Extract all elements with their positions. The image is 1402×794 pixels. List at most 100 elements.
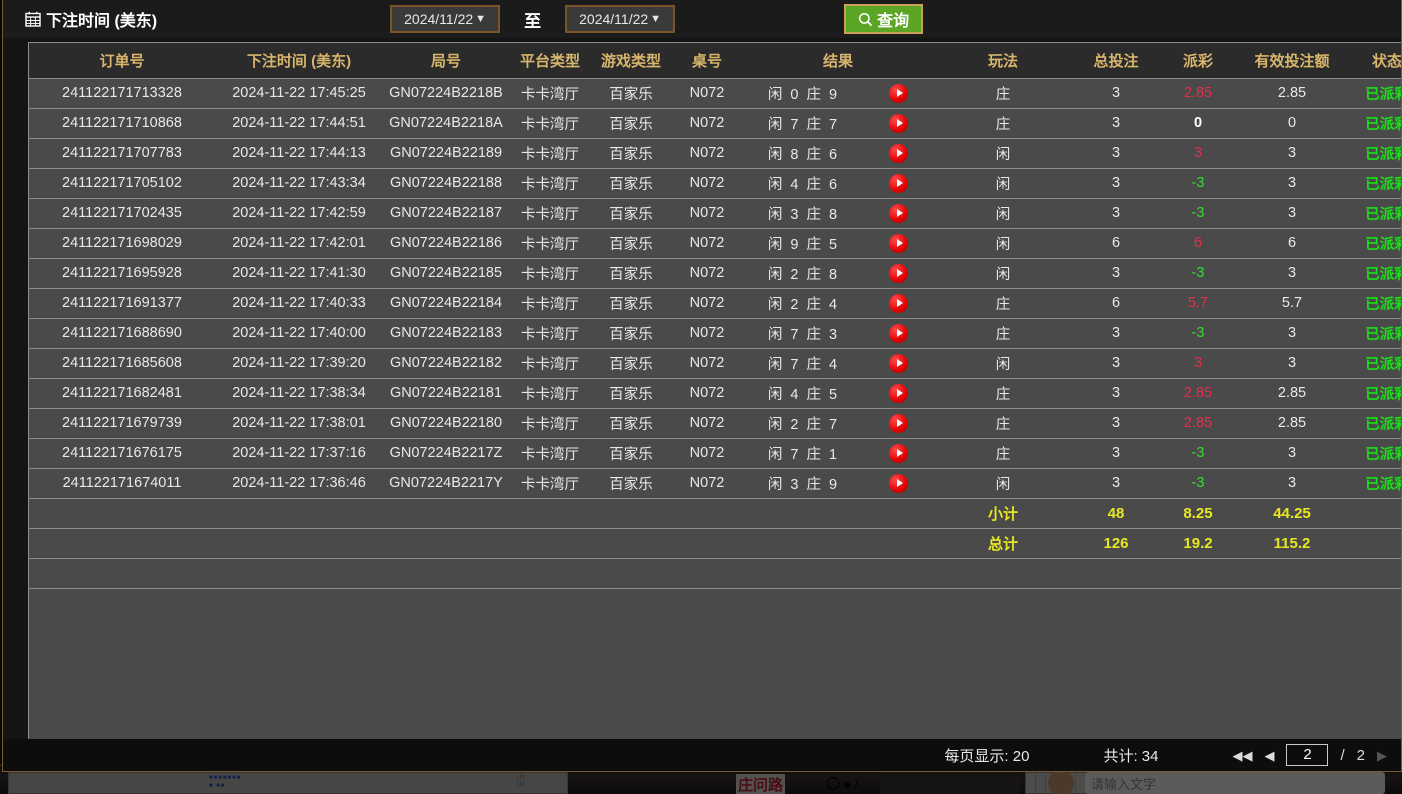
page-number-input[interactable]: 2 [1286, 744, 1329, 766]
col-header-time[interactable]: 下注时间 (美东) [215, 43, 383, 79]
first-page-button[interactable]: ◀◀ [1232, 747, 1253, 763]
date-to-picker[interactable]: 2024/11/22 ▼ [565, 5, 676, 33]
col-header-order[interactable]: 订单号 [29, 43, 215, 79]
table-row[interactable]: 241122171676175 2024-11-22 17:37:16 GN0722… [29, 438, 1401, 469]
cell-blank [215, 528, 383, 559]
cell-blank [1347, 558, 1401, 589]
col-header-valid-bet[interactable]: 有效投注额 [1237, 43, 1347, 79]
table-row[interactable]: 241122171695928 2024-11-22 17:41:30 GN0722… [29, 258, 1401, 289]
cell-blank [509, 528, 591, 559]
cell-total-bet: 3 [1073, 348, 1159, 379]
play-icon[interactable] [889, 383, 909, 403]
cell-table: N072 [671, 168, 743, 199]
table-row[interactable]: 241122171682481 2024-11-22 17:38:34 GN0722… [29, 378, 1401, 409]
cell-time: 2024-11-22 17:40:33 [215, 288, 383, 319]
cell-time: 2024-11-22 17:41:30 [215, 258, 383, 289]
play-icon[interactable] [889, 143, 909, 163]
table-row[interactable]: 241122171707783 2024-11-22 17:44:13 GN0722… [29, 138, 1401, 169]
cell-payout: -3 [1159, 438, 1237, 469]
play-icon[interactable] [889, 263, 909, 283]
status-badge: 已派彩 [1347, 378, 1401, 409]
cell-result: 闲 9 庄 5 [743, 228, 933, 259]
play-icon[interactable] [889, 443, 909, 463]
cell-payout: -3 [1159, 318, 1237, 349]
play-icon[interactable] [889, 473, 909, 493]
cell-blank [591, 558, 671, 589]
cell-round: GN07224B22186 [383, 228, 509, 259]
table-row[interactable]: 241122171705102 2024-11-22 17:43:34 GN0722… [29, 168, 1401, 199]
cell-round: GN07224B22188 [383, 168, 509, 199]
cell-order: 241122171698029 [29, 228, 215, 259]
play-icon[interactable] [889, 353, 909, 373]
cell-round: GN07224B22182 [383, 348, 509, 379]
cell-bet-type: 闲 [933, 468, 1073, 499]
cell-total-bet: 3 [1073, 438, 1159, 469]
bet-records-table-container[interactable]: 订单号 下注时间 (美东) 局号 平台类型 游戏类型 桌号 结果 玩法 总投注 … [28, 42, 1401, 740]
play-icon[interactable] [889, 233, 909, 253]
cell-valid-bet: 3 [1237, 468, 1347, 499]
pagination-footer: 每页显示: 20 共计: 34 ◀◀ ◀ 2 / 2 ▶ [3, 739, 1401, 771]
cell-table: N072 [671, 198, 743, 229]
summary-label: 总计 [933, 528, 1073, 559]
col-header-play[interactable]: 玩法 [933, 43, 1073, 79]
table-row[interactable]: 241122171674011 2024-11-22 17:36:46 GN0722… [29, 468, 1401, 499]
result-text: 闲 2 庄 7 [767, 416, 840, 433]
col-header-total-bet[interactable]: 总投注 [1073, 43, 1159, 79]
result-text: 闲 4 庄 5 [767, 386, 840, 403]
cell-game: 百家乐 [591, 78, 671, 109]
query-button[interactable]: 查询 [844, 4, 924, 34]
date-from-picker[interactable]: 2024/11/22 ▼ [390, 5, 501, 33]
cell-order: 241122171676175 [29, 438, 215, 469]
cell-bet-type: 闲 [933, 228, 1073, 259]
cell-game: 百家乐 [591, 468, 671, 499]
cell-blank [1347, 528, 1401, 559]
cell-order: 241122171691377 [29, 288, 215, 319]
play-icon[interactable] [889, 83, 909, 103]
col-header-platform[interactable]: 平台类型 [509, 43, 591, 79]
cell-result: 闲 3 庄 8 [743, 198, 933, 229]
play-icon[interactable] [889, 173, 909, 193]
result-text: 闲 3 庄 9 [767, 476, 840, 493]
play-icon[interactable] [889, 113, 909, 133]
col-header-table[interactable]: 桌号 [671, 43, 743, 79]
cell-payout: 6 [1159, 228, 1237, 259]
table-row[interactable]: 241122171688690 2024-11-22 17:40:00 GN0722… [29, 318, 1401, 349]
prev-page-button[interactable]: ◀ [1264, 747, 1275, 763]
cell-total-bet: 3 [1073, 168, 1159, 199]
col-header-round[interactable]: 局号 [383, 43, 509, 79]
col-header-game[interactable]: 游戏类型 [591, 43, 671, 79]
table-row[interactable]: 241122171679739 2024-11-22 17:38:01 GN0722… [29, 408, 1401, 439]
cell-bet-type: 闲 [933, 168, 1073, 199]
cell-blank [1237, 558, 1347, 589]
cell-game: 百家乐 [591, 198, 671, 229]
col-header-status[interactable]: 状态 [1347, 43, 1401, 79]
cell-game: 百家乐 [591, 378, 671, 409]
next-page-button[interactable]: ▶ [1377, 747, 1387, 763]
play-icon[interactable] [889, 413, 909, 433]
cell-order: 241122171674011 [29, 468, 215, 499]
table-row[interactable]: 241122171702435 2024-11-22 17:42:59 GN0722… [29, 198, 1401, 229]
cell-round: GN07224B2218A [383, 108, 509, 139]
table-row[interactable]: 241122171685608 2024-11-22 17:39:20 GN0722… [29, 348, 1401, 379]
cell-valid-bet: 5.7 [1237, 288, 1347, 319]
cell-valid-bet: 3 [1237, 318, 1347, 349]
cell-time: 2024-11-22 17:40:00 [215, 318, 383, 349]
result-text: 闲 3 庄 8 [767, 206, 840, 223]
play-icon[interactable] [889, 323, 909, 343]
col-header-payout[interactable]: 派彩 [1159, 43, 1237, 79]
cell-platform: 卡卡湾厅 [509, 438, 591, 469]
cell-blank [383, 528, 509, 559]
table-row[interactable]: 241122171710868 2024-11-22 17:44:51 GN0722… [29, 108, 1401, 139]
table-row[interactable]: 241122171698029 2024-11-22 17:42:01 GN0722… [29, 228, 1401, 259]
cell-payout: -3 [1159, 198, 1237, 229]
col-header-result[interactable]: 结果 [743, 43, 933, 79]
cell-payout: -3 [1159, 468, 1237, 499]
status-badge: 已派彩 [1347, 198, 1401, 229]
table-row[interactable]: 241122171713328 2024-11-22 17:45:25 GN0722… [29, 78, 1401, 109]
table-row[interactable]: 241122171691377 2024-11-22 17:40:33 GN0722… [29, 288, 1401, 319]
play-icon[interactable] [889, 293, 909, 313]
date-to-value: 2024/11/22 [579, 11, 649, 27]
cell-valid-bet: 2.85 [1237, 408, 1347, 439]
play-icon[interactable] [889, 203, 909, 223]
cell-order: 241122171679739 [29, 408, 215, 439]
